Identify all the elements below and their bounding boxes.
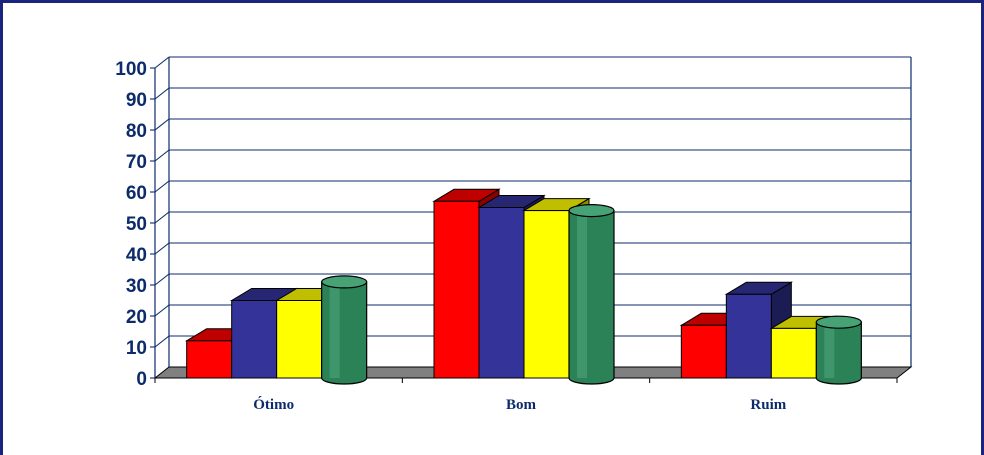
x-tick-label: Ótimo [253, 396, 294, 413]
gridline-side [154, 242, 170, 255]
x-tick-label: Bom [506, 397, 537, 413]
y-tick-label: 40 [126, 245, 147, 266]
gridline-side [154, 304, 170, 317]
gridline-side [154, 273, 170, 286]
gridline-side [154, 180, 170, 193]
gridline-side [154, 211, 170, 224]
y-tick-label: 70 [126, 152, 147, 173]
gridline-side [154, 118, 170, 131]
y-tick-label: 80 [126, 121, 147, 142]
gridline-side [154, 149, 170, 162]
y-tick-label: 90 [126, 90, 147, 111]
y-tick-label: 0 [136, 369, 147, 390]
bars [184, 188, 862, 385]
bar [568, 204, 615, 385]
y-tick-label: 30 [126, 276, 147, 297]
gridline-side [154, 56, 170, 69]
bar [815, 315, 862, 385]
bar [321, 275, 368, 385]
y-axis-ticks: 0 10 20 30 40 50 60 70 80 90 100 [115, 59, 155, 390]
y-tick-label: 50 [126, 214, 147, 235]
y-tick-label: 60 [126, 183, 147, 204]
y-tick-label: 20 [126, 307, 147, 328]
gridline-side [154, 87, 170, 100]
x-tick-label: Ruim [750, 397, 786, 413]
x-axis-ticks: Ótimo Bom Ruim [154, 378, 898, 413]
gridline-side [154, 335, 170, 348]
y-tick-label: 10 [126, 338, 147, 359]
y-tick-label: 100 [115, 59, 147, 80]
